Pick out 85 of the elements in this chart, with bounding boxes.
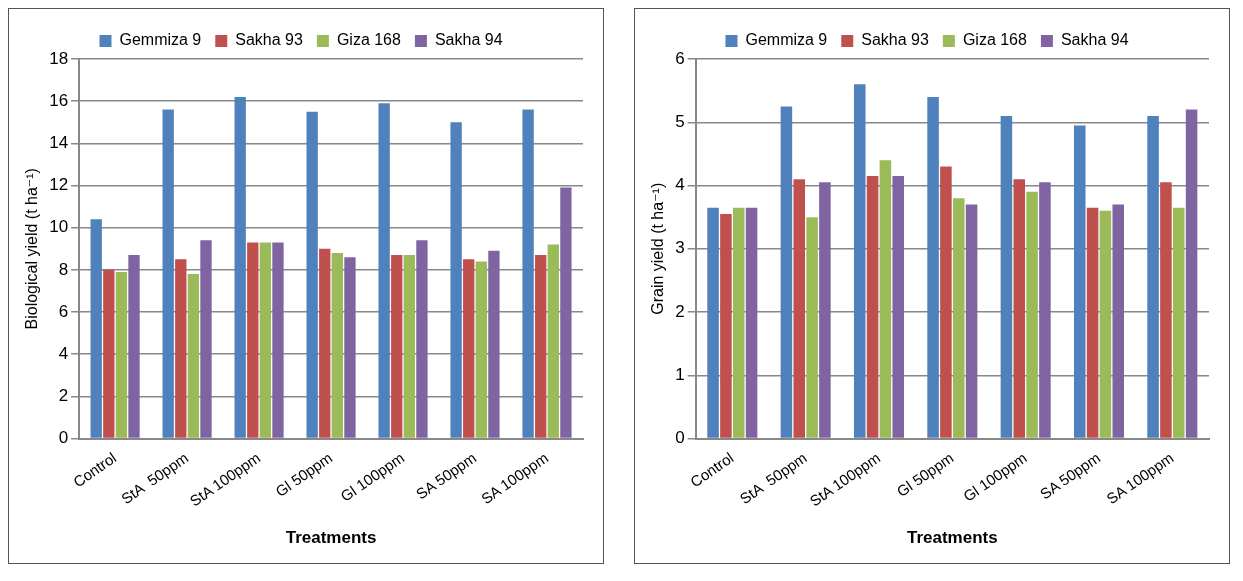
bar xyxy=(115,271,128,438)
y-tick-label: 2 xyxy=(58,386,69,406)
y-tick-label: 4 xyxy=(58,343,69,363)
bar xyxy=(745,207,758,438)
legend-label: Gemmiza 9 xyxy=(119,31,202,49)
bar xyxy=(892,176,905,438)
bar xyxy=(793,179,806,438)
bar xyxy=(319,248,331,438)
bar xyxy=(128,255,140,438)
bar xyxy=(378,103,390,438)
bar xyxy=(707,207,719,438)
bar xyxy=(732,207,745,438)
y-tick-label: 10 xyxy=(49,217,69,237)
bar xyxy=(940,166,952,438)
bar xyxy=(535,255,547,438)
bar xyxy=(1185,109,1198,438)
bar xyxy=(806,217,818,438)
bar xyxy=(1026,191,1038,438)
bar xyxy=(1112,204,1125,438)
bar xyxy=(103,269,115,438)
bar xyxy=(162,109,174,438)
bar xyxy=(450,122,462,438)
bar xyxy=(853,84,866,438)
bar xyxy=(463,259,475,438)
bar xyxy=(1172,207,1185,438)
y-tick-label: 6 xyxy=(675,48,685,68)
legend-label: Sakha 94 xyxy=(1060,31,1129,49)
bar xyxy=(819,182,831,438)
bar xyxy=(780,106,793,438)
y-tick-label: 0 xyxy=(58,428,69,448)
y-axis-title: Biological yield (t ha⁻¹) xyxy=(23,168,41,330)
bar xyxy=(879,160,892,438)
bar xyxy=(720,213,732,438)
bar xyxy=(1147,115,1159,438)
y-tick-label: 1 xyxy=(675,364,685,384)
y-tick-label: 8 xyxy=(58,259,69,279)
legend-label: Sakha 93 xyxy=(235,31,303,49)
bar xyxy=(259,242,272,438)
bar xyxy=(927,96,939,438)
y-tick-label: 16 xyxy=(49,90,69,110)
bar xyxy=(247,242,259,438)
y-tick-label: 3 xyxy=(675,238,685,258)
bar xyxy=(1013,179,1026,438)
y-tick-label: 18 xyxy=(49,48,69,68)
x-axis-title: Treatments xyxy=(906,528,998,548)
y-tick-label: 12 xyxy=(49,175,69,195)
bar xyxy=(391,255,403,438)
bar xyxy=(1073,125,1086,438)
bar xyxy=(90,219,102,438)
bar xyxy=(488,250,500,438)
y-tick-label: 5 xyxy=(675,111,685,131)
bar xyxy=(306,111,318,438)
bar xyxy=(1086,207,1099,438)
y-tick-label: 6 xyxy=(58,301,69,321)
legend-label: Gemmiza 9 xyxy=(745,31,828,49)
bar xyxy=(344,257,356,438)
bar xyxy=(1000,115,1013,438)
bar xyxy=(547,244,559,438)
bar xyxy=(1160,182,1172,438)
legend-label: Sakha 93 xyxy=(861,31,929,49)
bar xyxy=(175,259,187,438)
bar xyxy=(187,274,200,438)
y-tick-label: 2 xyxy=(675,301,685,321)
bar xyxy=(200,240,212,438)
bar xyxy=(416,240,428,438)
x-axis-title: Treatments xyxy=(285,528,377,548)
bar xyxy=(866,176,879,438)
legend-label: Sakha 94 xyxy=(434,31,503,49)
legend-label: Giza 168 xyxy=(962,31,1028,49)
bar xyxy=(331,252,344,438)
bar xyxy=(560,187,572,438)
bar xyxy=(403,255,416,438)
legend-label: Giza 168 xyxy=(336,31,402,49)
bar xyxy=(952,198,965,438)
y-tick-label: 14 xyxy=(49,133,69,153)
bar xyxy=(965,204,978,438)
bar xyxy=(475,261,487,438)
y-tick-label: 0 xyxy=(675,428,685,448)
bar xyxy=(234,96,246,438)
bar xyxy=(1039,182,1051,438)
bar xyxy=(1099,210,1112,438)
y-tick-label: 4 xyxy=(675,175,685,195)
y-axis-title: Grain yield (t ha⁻¹) xyxy=(649,182,667,315)
bar xyxy=(272,242,284,438)
bar xyxy=(522,109,534,438)
